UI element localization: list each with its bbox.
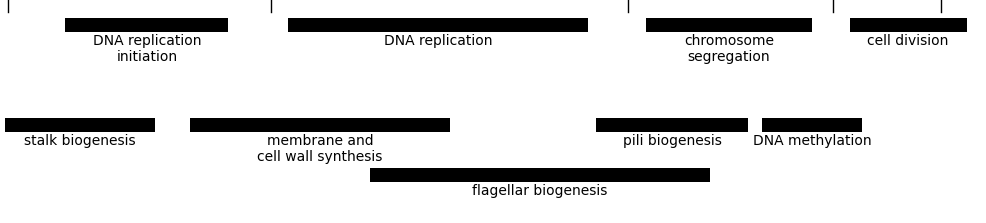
Text: DNA replication
initiation: DNA replication initiation (93, 34, 201, 64)
Bar (190, 118, 450, 132)
Text: flagellar biogenesis: flagellar biogenesis (472, 184, 607, 198)
Bar (762, 118, 862, 132)
Bar (370, 168, 710, 182)
Text: pili biogenesis: pili biogenesis (622, 134, 722, 148)
Bar (646, 18, 812, 32)
Bar (850, 18, 967, 32)
Text: chromosome
segregation: chromosome segregation (684, 34, 774, 64)
Bar (288, 18, 588, 32)
Text: DNA replication: DNA replication (384, 34, 492, 48)
Text: stalk biogenesis: stalk biogenesis (25, 134, 136, 148)
Bar (5, 118, 155, 132)
Bar (596, 118, 748, 132)
Text: DNA methylation: DNA methylation (752, 134, 872, 148)
Text: cell division: cell division (868, 34, 949, 48)
Bar (65, 18, 228, 32)
Text: membrane and
cell wall synthesis: membrane and cell wall synthesis (257, 134, 383, 164)
